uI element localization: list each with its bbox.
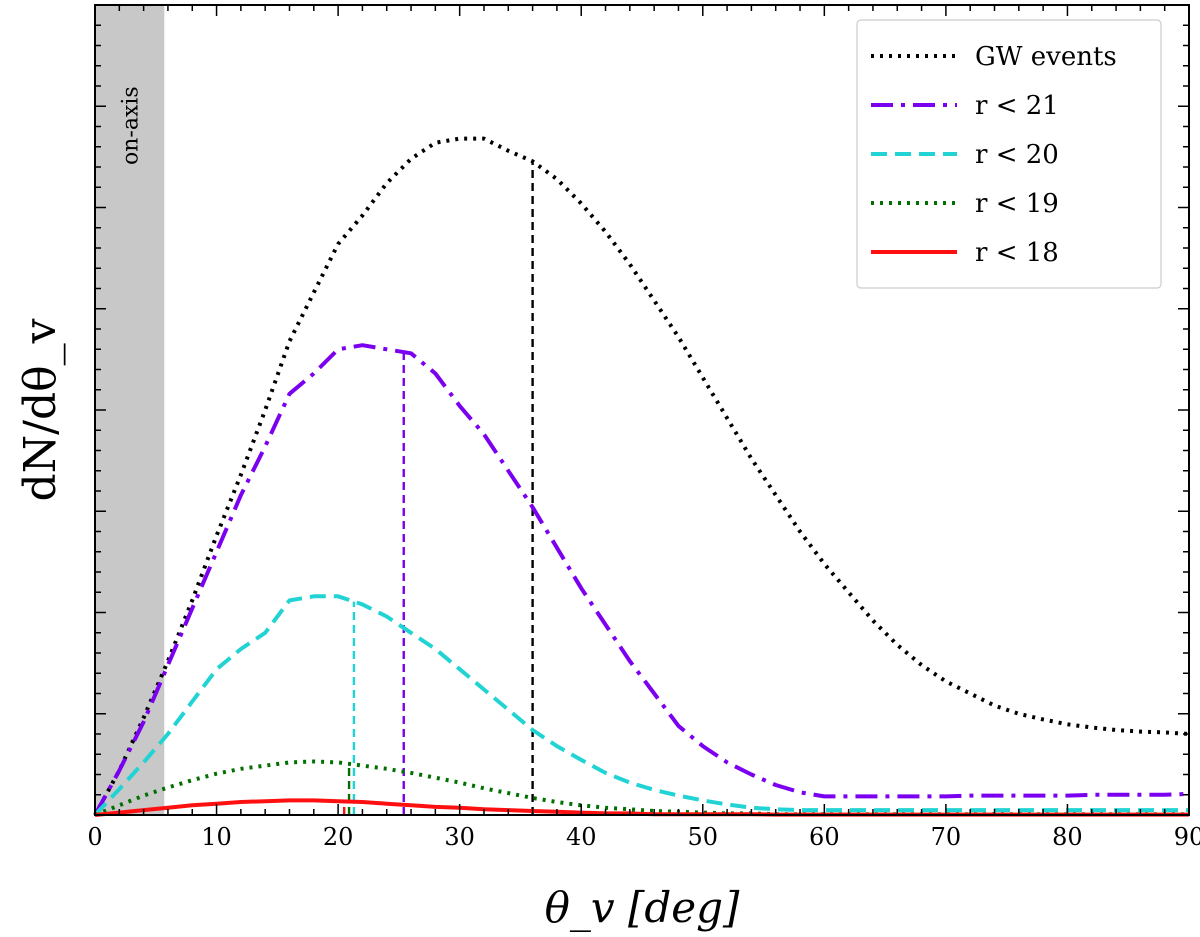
median-lines: [342, 161, 534, 815]
legend-label-0: GW events: [975, 42, 1117, 72]
legend: GW events r < 21 r < 20 r < 19 r < 18: [856, 19, 1162, 289]
series-line-1: [93, 343, 1190, 816]
x-tick-label: 20: [323, 823, 354, 851]
x-tick-label: 70: [931, 823, 962, 851]
legend-box: [856, 19, 1162, 289]
on-axis-shaded-region: [95, 5, 165, 815]
legend-label-1: r < 21: [975, 91, 1059, 121]
y-axis-ticks: [95, 4, 1189, 816]
series-line-0: [93, 136, 1190, 816]
x-tick-label: 50: [688, 823, 719, 851]
series-line-4: [94, 798, 1189, 817]
x-tick-label: 0: [87, 823, 102, 851]
legend-label-2: r < 20: [975, 140, 1059, 170]
legend-label-3: r < 19: [975, 189, 1059, 219]
x-tick-label: 90: [1174, 823, 1200, 851]
x-axis-title: θ_v [deg]: [545, 883, 740, 932]
legend-items: GW events r < 21 r < 20 r < 19 r < 18: [871, 42, 1117, 268]
x-tick-label: 30: [444, 823, 475, 851]
x-axis-ticks: 0 10 20 30 40 50 60 70 80 90: [87, 5, 1200, 851]
x-tick-label: 40: [566, 823, 597, 851]
x-tick-label: 10: [201, 823, 232, 851]
x-tick-label: 60: [809, 823, 840, 851]
y-axis-title: dN/dθ_v: [15, 318, 66, 501]
series-line-3: [94, 759, 1189, 817]
series-line-2: [93, 594, 1189, 817]
x-tick-label: 80: [1052, 823, 1083, 851]
legend-label-4: r < 18: [975, 238, 1059, 268]
on-axis-label: on-axis: [119, 86, 144, 165]
